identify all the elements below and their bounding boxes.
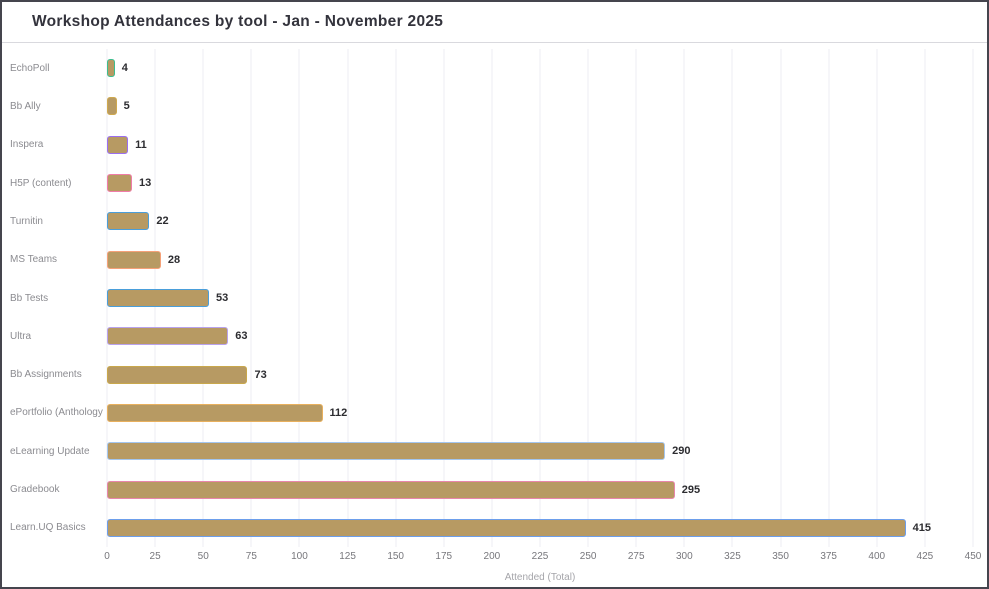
bar-learn-uq-basics[interactable] [107, 518, 906, 537]
bar-zone: 13 [107, 164, 973, 202]
bar-zone: 73 [107, 356, 973, 394]
category-label: EchoPoll [10, 62, 50, 74]
bar-row: ePortfolio (Anthology 112 [2, 394, 987, 432]
bar-value-label: 5 [123, 100, 130, 113]
bar-value-label: 13 [139, 177, 152, 190]
category-label: Bb Ally [10, 100, 41, 112]
bar-zone: 415 [107, 509, 973, 547]
bar-ultra[interactable] [107, 327, 229, 346]
category-label: Bb Tests [10, 292, 49, 304]
bar-gradebook[interactable] [107, 480, 675, 499]
bar-value-label: 28 [167, 253, 181, 266]
category-label: Turnitin [10, 215, 43, 227]
x-tick-label: 175 [435, 551, 453, 562]
plot-area: EchoPoll 4 Bb Ally 5 Inspera 11 H5P (content) 1… [2, 49, 987, 547]
bar-echopoll[interactable] [107, 59, 115, 78]
bar-value-label: 22 [156, 215, 169, 228]
category-label: Learn.UQ Basics [10, 522, 86, 534]
bar-rows: EchoPoll 4 Bb Ally 5 Inspera 11 H5P (content) 1… [2, 49, 987, 547]
bar-eportfolio-anthology[interactable] [107, 403, 323, 422]
x-tick-label: 150 [387, 551, 404, 562]
x-tick-label: 75 [245, 551, 257, 562]
x-tick-label: 275 [627, 551, 645, 562]
x-tick-label: 50 [197, 551, 209, 562]
category-label: Ultra [10, 330, 32, 342]
bar-value-label: 112 [329, 406, 348, 419]
bar-elearning-update[interactable] [107, 442, 666, 461]
x-tick-label: 400 [868, 551, 886, 562]
x-tick-label: 25 [149, 551, 161, 562]
bar-bb-tests[interactable] [107, 289, 209, 308]
bar-zone: 11 [107, 126, 973, 164]
x-tick-label: 300 [675, 551, 693, 562]
x-tick-label: 125 [339, 551, 356, 562]
bar-inspera[interactable] [107, 135, 129, 154]
bar-row: Inspera 11 [2, 126, 987, 164]
bar-value-label: 53 [215, 292, 229, 305]
bar-bb-ally[interactable] [107, 97, 117, 116]
bar-row: Bb Ally 5 [2, 87, 987, 125]
bar-row: Turnitin 22 [2, 202, 987, 240]
bar-zone: 22 [107, 202, 973, 240]
x-tick-label: 200 [483, 551, 501, 562]
bar-row: eLearning Update 290 [2, 432, 987, 470]
x-tick-label: 450 [964, 551, 982, 562]
category-label: Inspera [10, 139, 44, 151]
bar-row: Gradebook 295 [2, 470, 987, 508]
x-axis: 0 25 50 75 100 125 150 175 200 225 250 275 300 325 350… [2, 547, 987, 587]
bar-value-label: 63 [235, 330, 248, 343]
bar-value-label: 415 [912, 521, 931, 534]
bar-bb-assignments[interactable] [107, 365, 248, 384]
bar-value-label: 295 [681, 483, 701, 496]
bar-row: EchoPoll 4 [2, 49, 987, 87]
chart-title: Workshop Attendances by tool - Jan - Nov… [32, 13, 444, 30]
bar-zone: 53 [107, 279, 973, 317]
bar-value-label: 73 [254, 368, 267, 381]
category-label: MS Teams [10, 254, 58, 266]
bar-turnitin[interactable] [107, 212, 150, 231]
bar-ms-teams[interactable] [107, 250, 161, 269]
category-label: ePortfolio (Anthology [10, 407, 103, 419]
bar-zone: 295 [107, 470, 973, 508]
category-label: Gradebook [10, 484, 60, 496]
bar-zone: 63 [107, 317, 973, 355]
bar-row: Bb Tests 53 [2, 279, 987, 317]
bar-zone: 5 [107, 87, 973, 125]
bar-row: Learn.UQ Basics 415 [2, 509, 987, 547]
category-label: H5P (content) [10, 177, 72, 189]
bar-zone: 290 [107, 432, 973, 470]
bar-h5p-content[interactable] [107, 174, 133, 193]
category-label: Bb Assignments [10, 369, 82, 381]
x-tick-labels: 0 25 50 75 100 125 150 175 200 225 250 275 300 325 350… [104, 551, 981, 565]
bar-value-label: 4 [121, 62, 128, 75]
bar-row: H5P (content) 13 [2, 164, 987, 202]
x-axis-title: Attended (Total) [504, 572, 576, 583]
bar-value-label: 290 [672, 445, 691, 458]
bar-value-label: 11 [135, 138, 147, 151]
chart-header: Workshop Attendances by tool - Jan - Nov… [2, 2, 987, 43]
category-label: eLearning Update [10, 445, 90, 457]
bar-row: Bb Assignments 73 [2, 356, 987, 394]
x-tick-label: 225 [531, 551, 549, 562]
bar-zone: 4 [107, 49, 973, 87]
x-axis-title-row: Attended (Total) [107, 567, 973, 585]
x-tick-label: 375 [820, 551, 837, 562]
x-tick-label: 350 [772, 551, 789, 562]
bar-zone: 112 [107, 394, 973, 432]
x-tick-label: 325 [724, 551, 741, 562]
x-tick-label: 250 [579, 551, 597, 562]
x-tick-label: 425 [916, 551, 934, 562]
bar-row: Ultra 63 [2, 317, 987, 355]
x-tick-label: 100 [291, 551, 308, 562]
bar-row: MS Teams 28 [2, 241, 987, 279]
bar-zone: 28 [107, 241, 973, 279]
x-tick-label: 0 [104, 551, 110, 562]
